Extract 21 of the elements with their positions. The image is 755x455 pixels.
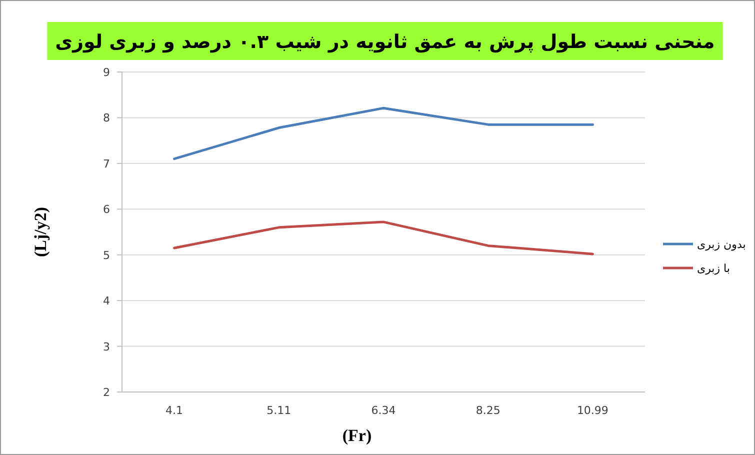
x-tick-label: 10.99 — [576, 404, 608, 417]
x-tick-label: 8.25 — [476, 404, 500, 417]
x-tick-label: 6.34 — [371, 404, 396, 417]
y-tick-label: 9 — [103, 66, 110, 79]
legend-label: با زبری — [697, 262, 730, 275]
line-series — [173, 220, 594, 256]
x-tick-label: 4.1 — [166, 404, 184, 417]
x-tick-label: 5.11 — [266, 404, 292, 417]
y-tick-label: 2 — [103, 386, 110, 399]
y-tick-label: 3 — [103, 340, 110, 354]
y-tick-label: 7 — [103, 157, 110, 170]
legend-label: بدون زبری — [697, 238, 746, 251]
y-tick-label: 6 — [103, 203, 110, 216]
title: منحنی نسبت طول پرش به عمق ثانویه در شیب ۰.۳ درصد و زبری لوزی — [47, 22, 723, 60]
x-axis-title: (Fr) — [342, 426, 372, 445]
chart-title: منحنی نسبت طول پرش به عمق ثانویه در شیب ۰.۳ درصد و زبری لوزی — [55, 31, 715, 53]
y-tick-label: 8 — [103, 112, 110, 125]
y-tick-label: 4 — [103, 294, 110, 308]
y-tick-label: 5 — [103, 248, 110, 262]
y-axis-title: (Lj/y2) — [31, 206, 50, 258]
line-series — [173, 106, 594, 160]
